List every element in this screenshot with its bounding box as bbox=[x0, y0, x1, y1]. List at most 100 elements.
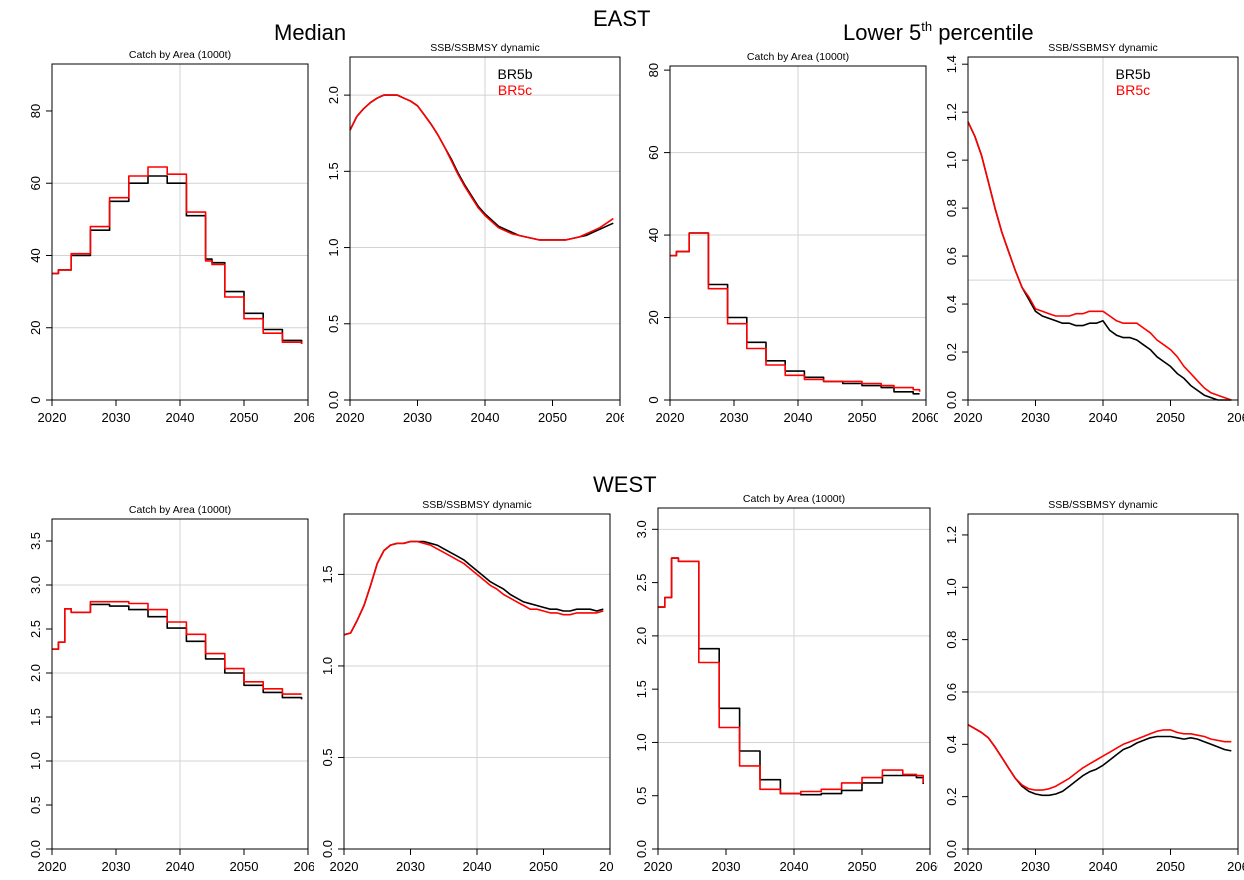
y-tick-label: 1.5 bbox=[634, 680, 649, 698]
x-tick-label: 2060 bbox=[606, 410, 624, 425]
chart-west-lower-catch: Catch by Area (1000t) 2020 2030 2040 2050 206… bbox=[634, 494, 938, 874]
x-tick-label: 2020 bbox=[656, 410, 685, 425]
x-tick-label: 2040 bbox=[463, 859, 492, 874]
y-tick-label: 1.4 bbox=[944, 55, 959, 73]
lower-percentile-sup: th bbox=[921, 19, 933, 34]
y-tick-label: 1.5 bbox=[320, 565, 335, 583]
y-tick-label: 0.8 bbox=[944, 199, 959, 217]
y-tick-label: 0.0 bbox=[944, 391, 959, 409]
x-tick-label: 2030 bbox=[403, 410, 432, 425]
y-tick-label: 80 bbox=[646, 63, 661, 77]
x-tick-label: 2050 bbox=[848, 859, 877, 874]
x-tick-label: 2040 bbox=[784, 410, 813, 425]
x-tick-label: 2060 bbox=[294, 859, 314, 874]
series-line-br5b bbox=[52, 603, 303, 700]
y-tick-label: 0 bbox=[646, 396, 661, 403]
chart-east-lower-catch: Catch by Area (1000t)2020 2030 2040 2050 206… bbox=[646, 51, 938, 425]
y-tick-label: 0.5 bbox=[634, 787, 649, 805]
chart-title: SSB/SSBMSY dynamic bbox=[1048, 42, 1158, 54]
y-tick-label: 3.0 bbox=[634, 520, 649, 538]
y-tick-label: 0.8 bbox=[944, 631, 959, 649]
y-tick-label: 1.5 bbox=[28, 708, 43, 726]
chart-west-median-ssb: SSB/SSBMSY dynamic 2020 2030 2040 2050 206 0.0… bbox=[320, 499, 614, 874]
x-tick-label: 2050 bbox=[230, 859, 259, 874]
y-tick-label: 60 bbox=[28, 176, 43, 190]
y-tick-label: 3.0 bbox=[28, 576, 43, 594]
chart-east-lower-ssb: SSB/SSBMSY dynamic 2020 2030 2040 2050 206 0.0… bbox=[944, 42, 1244, 425]
chart-title: SSB/SSBMSY dynamic bbox=[430, 42, 540, 54]
y-tick-label: 1.0 bbox=[944, 151, 959, 169]
x-tick-label: 206 bbox=[599, 859, 614, 874]
series-line-br5c bbox=[52, 600, 302, 695]
x-tick-label: 2040 bbox=[1089, 410, 1118, 425]
x-tick-label: 2030 bbox=[396, 859, 425, 874]
x-tick-label: 2060 bbox=[294, 410, 314, 425]
y-tick-label: 40 bbox=[646, 228, 661, 242]
y-tick-label: 0.2 bbox=[944, 788, 959, 806]
x-tick-label: 2020 bbox=[38, 410, 67, 425]
lower-percentile-rest: percentile bbox=[932, 20, 1034, 45]
y-tick-label: 1.0 bbox=[326, 239, 341, 257]
y-tick-label: 1.2 bbox=[944, 103, 959, 121]
chart-title: SSB/SSBMSY dynamic bbox=[1048, 499, 1158, 511]
chart-title: SSB/SSBMSY dynamic bbox=[422, 499, 532, 511]
y-tick-label: 1.0 bbox=[320, 657, 335, 675]
series-line-br5b bbox=[52, 175, 303, 344]
legend-entry-br5c: BR5c bbox=[1116, 82, 1150, 98]
y-tick-label: 0.6 bbox=[944, 683, 959, 701]
x-tick-label: 2040 bbox=[780, 859, 809, 874]
legend-entry-br5b: BR5b bbox=[497, 66, 532, 82]
x-tick-label: 206 bbox=[1227, 859, 1244, 874]
x-tick-label: 2020 bbox=[330, 859, 359, 874]
y-tick-label: 1.0 bbox=[944, 578, 959, 596]
y-tick-label: 0.4 bbox=[944, 735, 959, 753]
chart-title: Catch by Area (1000t) bbox=[747, 51, 849, 63]
y-tick-label: 2.5 bbox=[28, 620, 43, 638]
y-tick-label: 0.5 bbox=[326, 315, 341, 333]
y-tick-label: 80 bbox=[28, 104, 43, 118]
y-tick-label: 0.5 bbox=[320, 748, 335, 766]
section-title-east: EAST bbox=[593, 6, 651, 31]
x-tick-label: 2050 bbox=[1156, 410, 1185, 425]
x-tick-label: 2030 bbox=[102, 859, 131, 874]
y-tick-label: 0.0 bbox=[634, 840, 649, 858]
x-tick-label: 2050 bbox=[529, 859, 558, 874]
x-tick-label: 2020 bbox=[954, 410, 983, 425]
series-line-br5b bbox=[670, 232, 920, 395]
x-tick-label: 2040 bbox=[166, 410, 195, 425]
y-tick-label: 0.0 bbox=[28, 840, 43, 858]
chart-east-median-ssb: SSB/SSBMSY dynamic 2020 2030 2040 2050 2060 0.… bbox=[326, 42, 624, 425]
y-tick-label: 0.0 bbox=[944, 840, 959, 858]
x-tick-label: 2060 bbox=[916, 859, 938, 874]
series-line-br5b bbox=[967, 724, 1232, 797]
x-tick-label: 2040 bbox=[471, 410, 500, 425]
chart-west-lower-ssb: SSB/SSBMSY dynamic 2020 2030 2040 2050 206 0.0… bbox=[944, 499, 1244, 874]
x-tick-label: 2020 bbox=[954, 859, 983, 874]
group-label-lower-percentile: Lower 5th percentile bbox=[843, 19, 1034, 46]
y-tick-label: 0.0 bbox=[326, 391, 341, 409]
series-line-br5c bbox=[967, 724, 1232, 791]
y-tick-label: 1.5 bbox=[326, 162, 341, 180]
x-tick-label: 2030 bbox=[102, 410, 131, 425]
series-line-br5c bbox=[967, 121, 1232, 401]
x-tick-label: 2020 bbox=[644, 859, 673, 874]
series-line-br5b bbox=[343, 540, 604, 636]
x-tick-label: 2040 bbox=[166, 859, 195, 874]
y-tick-label: 2.5 bbox=[634, 574, 649, 592]
y-tick-label: 0.0 bbox=[320, 840, 335, 858]
x-tick-label: 2050 bbox=[230, 410, 259, 425]
y-tick-label: 20 bbox=[28, 321, 43, 335]
x-tick-label: 2020 bbox=[38, 859, 67, 874]
x-tick-label: 2030 bbox=[1021, 859, 1050, 874]
series-line-br5b bbox=[349, 94, 614, 241]
group-label-median: Median bbox=[274, 20, 347, 45]
y-tick-label: 1.0 bbox=[634, 733, 649, 751]
lower-percentile-main: Lower 5 bbox=[843, 20, 922, 45]
section-title-west: WEST bbox=[593, 472, 657, 497]
x-tick-label: 2060 bbox=[912, 410, 938, 425]
series-line-br5c bbox=[343, 540, 604, 636]
x-tick-label: 2050 bbox=[848, 410, 877, 425]
y-tick-label: 0.6 bbox=[944, 247, 959, 265]
chart-title: Catch by Area (1000t) bbox=[129, 49, 231, 61]
chart-east-median-catch: Catch by Area (1000t)2020 2030 2040 2050 206… bbox=[28, 49, 314, 425]
